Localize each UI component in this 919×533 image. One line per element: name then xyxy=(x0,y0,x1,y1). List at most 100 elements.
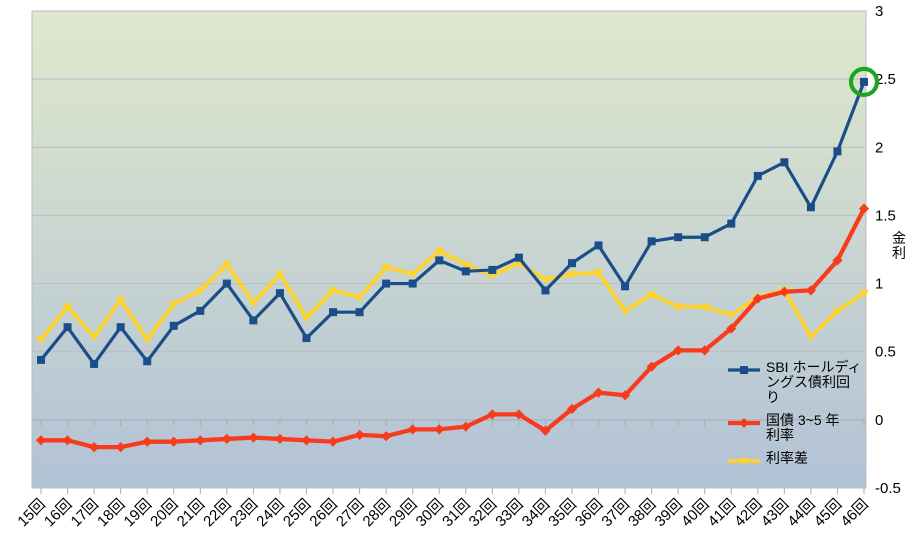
series-marker-diamond xyxy=(354,429,365,440)
series-marker-triangle xyxy=(859,289,869,298)
x-tick-label: 22回 xyxy=(200,496,234,530)
series-marker-square xyxy=(435,256,444,265)
series-marker-square xyxy=(621,282,630,291)
series-marker-triangle xyxy=(407,270,418,279)
x-tick-label: 29回 xyxy=(386,496,420,530)
series-marker-square xyxy=(63,323,72,332)
series-marker-triangle xyxy=(168,300,179,309)
series-marker-diamond xyxy=(62,435,73,446)
y-tick-label: 2.5 xyxy=(875,71,896,88)
series-marker-diamond xyxy=(832,255,843,266)
series-marker-diamond xyxy=(699,345,710,356)
plot-background xyxy=(32,11,866,488)
series-marker-square xyxy=(567,259,576,268)
series-marker-square xyxy=(647,237,656,246)
x-tick-label: 42回 xyxy=(731,496,765,530)
x-tick-label: 27回 xyxy=(333,496,367,530)
series-marker-square xyxy=(860,77,868,86)
series-marker-square xyxy=(461,267,470,276)
series-marker-square xyxy=(753,171,762,180)
series-marker-square xyxy=(541,286,550,295)
x-tick-label: 16回 xyxy=(41,496,75,530)
series-marker-square xyxy=(833,147,842,156)
series-marker-triangle xyxy=(115,296,126,305)
series-marker-square xyxy=(196,306,205,315)
series-marker-diamond xyxy=(752,293,763,304)
x-tick-label: 30回 xyxy=(413,496,447,530)
legend-label: SBI ホールディ ングス債利回 り xyxy=(766,359,862,405)
y-tick-label: 1.5 xyxy=(875,207,896,224)
series-marker-triangle xyxy=(620,307,631,316)
series-marker-triangle xyxy=(248,299,259,308)
x-tick-label: 15回 xyxy=(14,496,48,530)
x-tick-label: 39回 xyxy=(652,496,686,530)
x-tick-label: 36回 xyxy=(572,496,606,530)
series-marker-diamond xyxy=(327,436,339,447)
legend-swatch-diamond xyxy=(728,418,760,428)
series-marker-diamond xyxy=(593,387,604,398)
x-tick-label: 23回 xyxy=(227,496,261,530)
series-marker-diamond xyxy=(726,323,737,334)
x-tick-label: 21回 xyxy=(174,496,208,530)
series-marker-square xyxy=(222,279,231,288)
series-marker-square xyxy=(37,355,45,364)
series-marker-triangle xyxy=(434,247,445,256)
y-tick-label: 2 xyxy=(875,139,883,156)
series-marker-diamond xyxy=(619,390,631,401)
series-marker-square xyxy=(806,203,815,212)
x-tick-label: 25回 xyxy=(280,496,314,530)
y-tick-label: 1 xyxy=(875,276,883,293)
legend-item: 国債 3~5 年 利率 xyxy=(727,413,877,443)
series-marker-triangle xyxy=(699,303,710,312)
series-marker-square xyxy=(408,279,417,288)
series-marker-diamond xyxy=(434,424,445,435)
series-marker-square xyxy=(488,265,497,274)
x-tick-label: 38回 xyxy=(625,496,659,530)
legend-item: 利率差 xyxy=(727,451,877,468)
series-marker-triangle xyxy=(566,270,577,279)
series-marker-diamond xyxy=(35,435,47,446)
series-marker-triangle xyxy=(593,269,604,278)
legend-swatch-square xyxy=(728,366,760,374)
series-marker-square xyxy=(275,289,284,298)
series-marker-square xyxy=(700,233,709,242)
x-tick-label: 44回 xyxy=(784,496,818,530)
series-marker-square xyxy=(169,321,178,330)
x-tick-label: 31回 xyxy=(439,496,473,530)
series-marker-triangle xyxy=(540,276,551,285)
series-marker-triangle xyxy=(36,336,46,345)
y-tick-label: 3 xyxy=(875,3,883,20)
x-tick-label: 26回 xyxy=(306,496,340,530)
series-marker-triangle xyxy=(460,261,471,270)
series-marker-diamond xyxy=(805,285,816,296)
series-marker-diamond xyxy=(115,442,126,453)
series-marker-square xyxy=(594,241,603,250)
series-marker-triangle xyxy=(487,272,498,281)
legend: SBI ホールディ ングス債利回 り国債 3~5 年 利率利率差 xyxy=(727,360,877,476)
x-tick-label: 46回 xyxy=(837,496,871,530)
series-marker-diamond xyxy=(566,403,578,415)
highlight-circle-annotation xyxy=(848,66,880,97)
series-marker-diamond xyxy=(381,431,392,442)
series-marker-square xyxy=(674,233,683,242)
series-marker-square xyxy=(514,253,523,262)
y-tick-label: -0.5 xyxy=(875,480,901,497)
series-marker-diamond xyxy=(221,433,232,445)
legend-swatch-triangle-down xyxy=(728,458,760,465)
series-line xyxy=(39,80,866,366)
series-marker-triangle xyxy=(301,314,312,323)
series-line xyxy=(39,248,866,342)
x-tick-label: 24回 xyxy=(253,496,287,530)
x-tick-label: 35回 xyxy=(545,496,579,530)
y-tick-label: 0 xyxy=(875,412,883,429)
x-tick-label: 28回 xyxy=(360,496,394,530)
series-marker-square xyxy=(355,308,364,317)
series-marker-triangle xyxy=(673,303,684,312)
series-marker-triangle xyxy=(328,287,339,296)
series-marker-square xyxy=(727,219,736,228)
series-marker-triangle xyxy=(832,307,843,316)
legend-label: 国債 3~5 年 利率 xyxy=(766,412,840,443)
series-marker-square xyxy=(329,308,338,317)
series-marker-triangle xyxy=(726,311,737,320)
